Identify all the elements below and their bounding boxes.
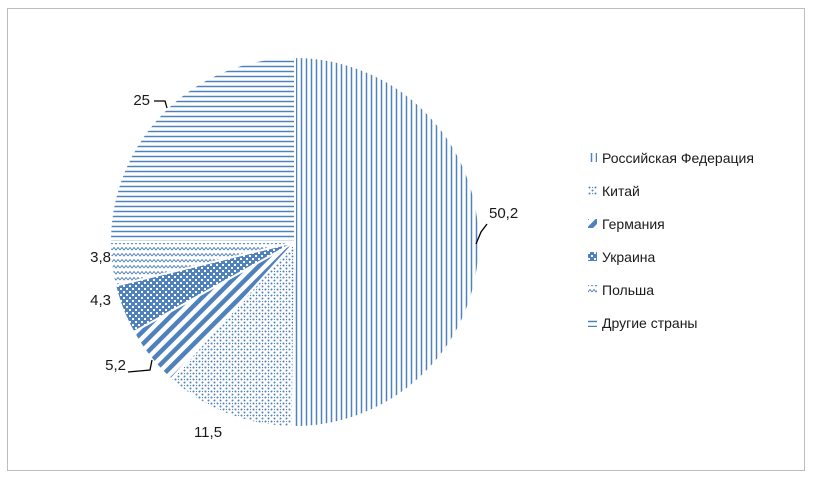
- data-labels: 50,2 11,5 5,2 4,3 3,8 25: [90, 92, 518, 441]
- legend-label-2: Китай: [602, 183, 640, 199]
- leader-line-3: [127, 359, 153, 373]
- pie-slice-6: [108, 55, 296, 243]
- legend-swatch-6: [588, 318, 597, 327]
- legend-label-5: Польша: [602, 282, 654, 298]
- data-label-1: 50,2: [489, 205, 518, 222]
- legend-swatch-4: [588, 252, 597, 261]
- legend-label-6: Другие страны: [602, 315, 698, 331]
- data-label-4: 4,3: [90, 292, 111, 309]
- data-label-3: 5,2: [105, 357, 126, 374]
- pie-slice-2: [169, 239, 297, 429]
- legend-swatch-5: [588, 285, 597, 294]
- legend-label-3: Германия: [602, 216, 665, 232]
- leader-line-6: [154, 100, 168, 109]
- data-label-2: 11,5: [194, 424, 222, 441]
- legend-swatch-3: [588, 219, 597, 228]
- legend-label-4: Украина: [602, 249, 656, 265]
- legend-swatch-2: [588, 186, 597, 195]
- legend: Российская Федерация Китай Германия Украина…: [588, 150, 754, 331]
- leader-lines: [127, 100, 488, 373]
- legend-swatch-1: [588, 153, 597, 162]
- legend-label-1: Российская Федерация: [602, 150, 754, 166]
- pie-slices: [108, 55, 481, 429]
- leader-line-1: [475, 223, 488, 245]
- pie-slice-1: [291, 55, 481, 428]
- data-label-5: 3,8: [90, 249, 111, 266]
- data-label-6: 25: [133, 92, 150, 109]
